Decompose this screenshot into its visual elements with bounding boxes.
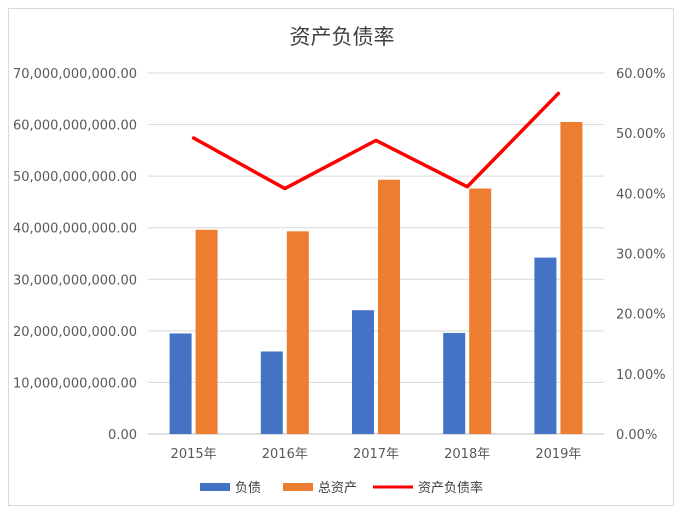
ratio-line xyxy=(191,91,561,191)
total-assets-bar xyxy=(286,231,309,434)
x-tick-label: 2017年 xyxy=(353,447,399,462)
left-tick-label: 30,000,000,000.00 xyxy=(13,273,137,288)
legend-label: 负债 xyxy=(235,481,261,496)
legend-swatch-total-assets xyxy=(283,483,313,491)
left-tick-label: 10,000,000,000.00 xyxy=(13,376,137,391)
total-assets-bar xyxy=(560,121,583,434)
x-axis-ticks: 2015年 2016年 2017年 2018年 2019年 xyxy=(171,447,582,462)
ratio-polyline xyxy=(191,91,561,191)
legend-swatch-liability xyxy=(200,483,230,491)
bars xyxy=(169,121,583,434)
left-tick-label: 0.00 xyxy=(108,428,137,443)
left-tick-label: 20,000,000,000.00 xyxy=(13,325,137,340)
legend-label: 总资产 xyxy=(318,481,357,496)
right-tick-label: 10.00% xyxy=(616,368,666,383)
x-tick-label: 2019年 xyxy=(535,447,581,462)
left-tick-label: 70,000,000,000.00 xyxy=(13,67,137,82)
right-tick-label: 30.00% xyxy=(616,248,666,263)
liability-bar xyxy=(443,332,466,434)
total-assets-bar xyxy=(195,229,218,434)
liability-bar xyxy=(260,351,283,434)
right-tick-label: 40.00% xyxy=(616,187,666,202)
right-tick-label: 20.00% xyxy=(616,308,666,323)
right-tick-label: 0.00% xyxy=(616,428,657,443)
x-tick-label: 2015年 xyxy=(171,447,217,462)
x-tick-label: 2018年 xyxy=(444,447,490,462)
right-axis-ticks: 0.00% 10.00% 20.00% 30.00% 40.00% 50.00% 60.00… xyxy=(616,67,666,443)
left-axis-ticks: 0.00 10,000,000,000.00 20,000,000,000.00 30… xyxy=(13,67,137,443)
legend: 负债 总资产 资产负债率 xyxy=(200,480,483,496)
total-assets-bar xyxy=(469,188,492,434)
legend-label: 资产负债率 xyxy=(418,480,483,496)
liability-bar xyxy=(534,257,557,434)
right-tick-label: 60.00% xyxy=(616,67,666,82)
x-tick-label: 2016年 xyxy=(262,447,308,462)
liability-bar xyxy=(169,333,192,434)
left-tick-label: 50,000,000,000.00 xyxy=(13,170,137,185)
liability-bar xyxy=(352,310,374,434)
left-tick-label: 60,000,000,000.00 xyxy=(13,119,137,134)
total-assets-bar xyxy=(378,179,400,434)
left-tick-label: 40,000,000,000.00 xyxy=(13,222,137,237)
right-tick-label: 50.00% xyxy=(616,127,666,142)
chart-title: 资产负债率 xyxy=(290,25,395,49)
